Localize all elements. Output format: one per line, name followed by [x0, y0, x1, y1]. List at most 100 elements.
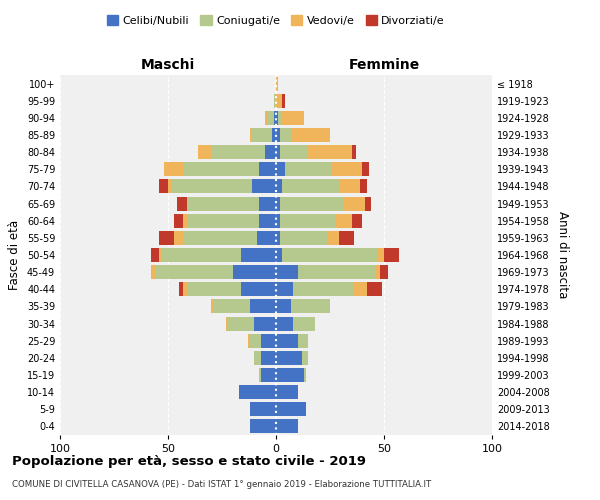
Bar	[211, 145, 265, 159]
Bar	[172, 180, 252, 194]
Bar	[276, 94, 283, 108]
Bar	[250, 402, 276, 416]
Bar	[304, 368, 306, 382]
Bar	[259, 162, 276, 176]
Bar	[259, 368, 261, 382]
Text: Popolazione per età, sesso e stato civile - 2019: Popolazione per età, sesso e stato civil…	[12, 455, 366, 468]
Bar	[164, 162, 183, 176]
Bar	[183, 162, 259, 176]
Bar	[337, 214, 352, 228]
Bar	[280, 128, 291, 142]
Bar	[365, 196, 371, 210]
Bar	[338, 180, 360, 194]
Bar	[276, 145, 280, 159]
Bar	[298, 334, 308, 347]
Bar	[261, 351, 276, 365]
Bar	[274, 111, 276, 125]
Bar	[276, 162, 284, 176]
Bar	[161, 248, 241, 262]
Bar	[274, 94, 276, 108]
Bar	[257, 231, 276, 245]
Bar	[376, 265, 380, 279]
Bar	[187, 282, 241, 296]
Bar	[302, 351, 308, 365]
Bar	[214, 300, 250, 314]
Bar	[276, 214, 280, 228]
Bar	[293, 282, 354, 296]
Bar	[261, 334, 276, 347]
Bar	[308, 145, 352, 159]
Bar	[276, 76, 278, 90]
Bar	[155, 265, 233, 279]
Bar	[198, 145, 211, 159]
Bar	[241, 282, 276, 296]
Bar	[276, 282, 293, 296]
Bar	[284, 162, 332, 176]
Bar	[183, 231, 257, 245]
Bar	[367, 282, 382, 296]
Bar	[276, 385, 298, 399]
Bar	[276, 180, 283, 194]
Bar	[252, 180, 276, 194]
Bar	[250, 334, 261, 347]
Bar	[276, 128, 280, 142]
Bar	[360, 180, 367, 194]
Bar	[377, 248, 384, 262]
Bar	[278, 111, 283, 125]
Bar	[276, 231, 280, 245]
Bar	[254, 316, 276, 330]
Bar	[280, 231, 328, 245]
Bar	[151, 248, 160, 262]
Bar	[343, 196, 365, 210]
Bar	[175, 214, 183, 228]
Bar	[250, 420, 276, 434]
Bar	[276, 316, 293, 330]
Bar	[250, 128, 252, 142]
Bar	[283, 94, 284, 108]
Bar	[179, 282, 183, 296]
Bar	[332, 162, 362, 176]
Bar	[265, 111, 268, 125]
Bar	[276, 334, 298, 347]
Bar	[276, 351, 302, 365]
Bar	[183, 282, 187, 296]
Bar	[276, 368, 304, 382]
Bar	[187, 196, 259, 210]
Bar	[276, 265, 298, 279]
Bar	[352, 145, 356, 159]
Bar	[276, 402, 306, 416]
Bar	[280, 145, 308, 159]
Bar	[176, 196, 187, 210]
Bar	[352, 214, 362, 228]
Bar	[291, 128, 330, 142]
Bar	[160, 248, 161, 262]
Bar	[151, 265, 155, 279]
Bar	[293, 316, 315, 330]
Bar	[259, 214, 276, 228]
Bar	[276, 248, 283, 262]
Bar	[384, 248, 399, 262]
Bar	[160, 231, 175, 245]
Bar	[276, 300, 291, 314]
Text: Maschi: Maschi	[141, 58, 195, 72]
Bar	[168, 180, 172, 194]
Bar	[354, 282, 367, 296]
Bar	[268, 111, 274, 125]
Bar	[250, 300, 276, 314]
Bar	[261, 368, 276, 382]
Text: Femmine: Femmine	[349, 58, 419, 72]
Bar	[338, 231, 354, 245]
Legend: Celibi/Nubili, Coniugati/e, Vedovi/e, Divorziati/e: Celibi/Nubili, Coniugati/e, Vedovi/e, Di…	[103, 10, 449, 30]
Bar	[265, 145, 276, 159]
Bar	[283, 180, 338, 194]
Bar	[362, 162, 369, 176]
Y-axis label: Fasce di età: Fasce di età	[8, 220, 21, 290]
Bar	[175, 231, 183, 245]
Text: COMUNE DI CIVITELLA CASANOVA (PE) - Dati ISTAT 1° gennaio 2019 - Elaborazione TU: COMUNE DI CIVITELLA CASANOVA (PE) - Dati…	[12, 480, 431, 489]
Bar	[259, 196, 276, 210]
Bar	[229, 316, 254, 330]
Bar	[248, 334, 250, 347]
Bar	[211, 300, 214, 314]
Bar	[283, 248, 377, 262]
Bar	[291, 300, 330, 314]
